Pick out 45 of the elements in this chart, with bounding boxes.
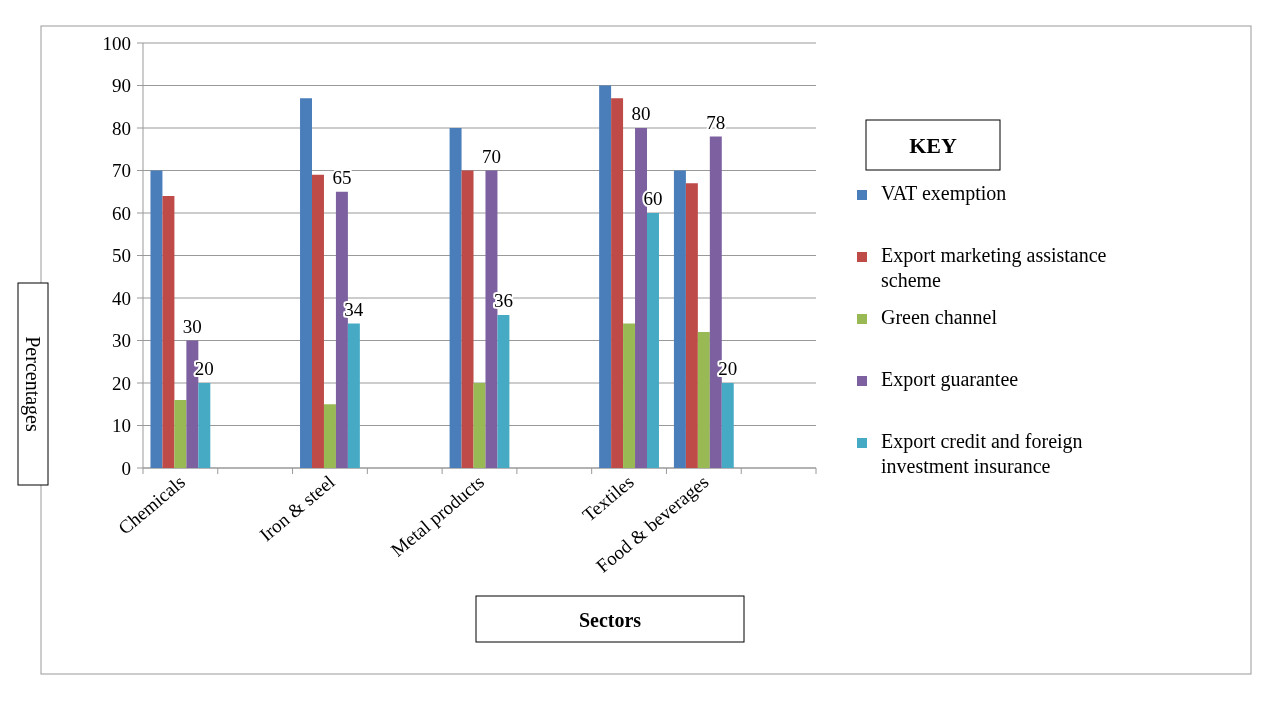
data-label: 30 <box>182 315 202 337</box>
bar <box>449 128 462 468</box>
bar <box>150 170 163 468</box>
data-label: 65 <box>332 166 352 188</box>
legend-label: Export guarantee <box>881 368 1019 391</box>
bar <box>685 183 698 468</box>
bar <box>347 323 360 468</box>
legend-label: VAT exemption <box>881 182 1007 205</box>
bar <box>673 170 686 468</box>
y-tick-label: 30 <box>112 330 131 352</box>
legend-label: Green channel <box>881 306 998 328</box>
bar <box>300 98 312 468</box>
y-tick-label: 0 <box>121 457 131 479</box>
bar <box>174 400 187 468</box>
y-tick-label: 10 <box>112 415 131 437</box>
bar <box>497 315 510 468</box>
data-label: 80 <box>631 103 651 124</box>
y-tick-label: 40 <box>112 287 131 309</box>
y-tick-label: 60 <box>112 202 131 224</box>
y-tick-label: 80 <box>112 117 131 139</box>
data-label: 78 <box>706 111 726 133</box>
y-tick-label: 70 <box>112 160 131 182</box>
bar <box>198 383 211 468</box>
bar <box>312 174 324 468</box>
bar <box>599 85 612 468</box>
y-tick-label: 50 <box>112 245 131 267</box>
bar <box>162 196 175 468</box>
bar <box>473 383 486 468</box>
bar <box>623 323 636 468</box>
bar <box>697 332 710 468</box>
legend-label: Export credit and foreign investment insurance <box>881 430 1083 477</box>
y-axis-title: Percentages <box>21 336 44 432</box>
legend-label: Export marketing assistance scheme <box>881 244 1107 291</box>
data-label: 70 <box>481 145 501 167</box>
y-tick-label: 90 <box>112 75 131 97</box>
bar <box>611 98 624 468</box>
y-tick-label: 20 <box>112 372 131 394</box>
bar <box>721 383 734 468</box>
y-tick-label: 100 <box>102 32 131 54</box>
x-tick-label: Iron & steel <box>255 470 339 546</box>
bar <box>461 170 474 468</box>
x-axis-title: Sectors <box>578 609 642 631</box>
bar <box>647 213 659 468</box>
bar <box>323 404 336 468</box>
legend-title: KEY <box>909 133 957 158</box>
